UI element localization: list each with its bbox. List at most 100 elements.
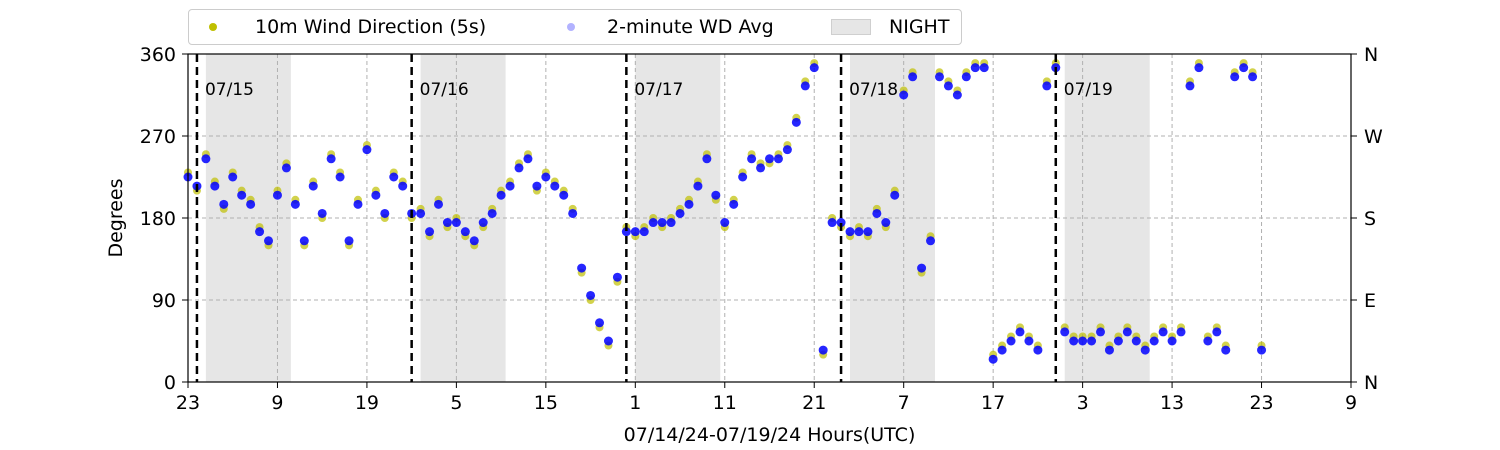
series-1-point-63 [747, 154, 757, 164]
series-1-point-99 [1069, 336, 1079, 346]
series-1-point-82 [917, 263, 927, 273]
series-1-point-120 [1257, 345, 1267, 355]
x-tick-label-6: 11 [713, 392, 737, 414]
series-1-point-72 [827, 218, 837, 228]
x-tick-label-5: 1 [629, 392, 641, 414]
series-1-point-103 [1104, 345, 1114, 355]
y-tick-label-2: 180 [140, 208, 176, 230]
series-1-point-100 [1078, 336, 1088, 346]
y-right-tick-label-1: E [1364, 290, 1376, 312]
series-1-point-116 [1221, 345, 1231, 355]
series-1-point-52 [648, 218, 658, 228]
day-marker-label-2: 07/17 [634, 80, 683, 100]
x-tick-label-2: 19 [355, 392, 379, 414]
series-1-point-67 [782, 145, 792, 155]
series-1-point-62 [738, 172, 748, 182]
legend-marker-wind-direction [209, 23, 217, 31]
series-1-point-110 [1167, 336, 1177, 346]
legend-item-wd-avg: 2-minute WD Avg [567, 16, 774, 38]
y-right-tick-label-0: N [1364, 372, 1378, 394]
night-span-0 [205, 54, 291, 382]
series-1-point-40 [541, 172, 551, 182]
series-1-point-26 [416, 208, 426, 218]
series-1-point-73 [836, 218, 846, 228]
series-1-point-86 [952, 90, 962, 100]
series-1-point-70 [809, 63, 819, 73]
series-1-point-64 [756, 163, 766, 173]
series-1-point-112 [1185, 81, 1195, 91]
series-1-point-2 [201, 154, 211, 164]
series-1-point-5 [228, 172, 238, 182]
y-tick-label-1: 90 [152, 290, 176, 312]
series-1-point-17 [335, 172, 345, 182]
y-tick-label-0: 0 [164, 372, 176, 394]
series-1-point-39 [532, 181, 542, 191]
series-1-point-37 [514, 163, 524, 173]
series-1-point-106 [1131, 336, 1141, 346]
x-tick-label-13: 9 [1345, 392, 1357, 414]
series-1-point-23 [389, 172, 399, 182]
series-1-point-36 [505, 181, 515, 191]
series-1-point-21 [371, 190, 381, 200]
series-1-point-104 [1113, 336, 1123, 346]
series-1-point-46 [595, 318, 605, 328]
series-1-point-94 [1024, 336, 1034, 346]
series-1-point-4 [219, 199, 229, 209]
series-1-point-14 [308, 181, 318, 191]
x-tick-label-7: 21 [802, 392, 826, 414]
x-tick-label-10: 3 [1077, 392, 1089, 414]
day-marker-label-1: 07/16 [420, 80, 469, 100]
series-1-point-113 [1194, 63, 1204, 73]
series-1-point-10 [272, 190, 282, 200]
series-1-point-27 [425, 227, 435, 237]
series-1-point-81 [908, 72, 918, 82]
y-tick-label-4: 360 [140, 44, 176, 66]
series-1-point-119 [1248, 72, 1258, 82]
series-1-point-50 [630, 227, 640, 237]
series-1-point-109 [1158, 327, 1168, 337]
series-1-point-101 [1087, 336, 1097, 346]
legend-patch-night [831, 19, 871, 35]
series-1-point-61 [729, 199, 739, 209]
y-right-tick-label-2: S [1364, 208, 1376, 230]
series-1-point-55 [675, 208, 685, 218]
series-1-point-65 [765, 154, 774, 164]
series-1-point-71 [818, 345, 828, 355]
legend-label-night: NIGHT [889, 16, 950, 38]
series-1-point-35 [496, 190, 506, 200]
series-1-point-80 [899, 90, 909, 100]
series-1 [183, 63, 1267, 364]
series-1-point-33 [478, 218, 488, 228]
series-1-point-6 [237, 190, 247, 200]
x-axis-label: 07/14/24-07/19/24 Hours(UTC) [624, 424, 916, 446]
series-1-point-15 [317, 208, 327, 218]
series-1-point-16 [326, 154, 336, 164]
x-tick-label-12: 23 [1249, 392, 1273, 414]
series-1-point-45 [586, 290, 596, 300]
series-1-point-12 [290, 199, 300, 209]
series-1-point-58 [702, 154, 712, 164]
series-1-point-85 [943, 81, 953, 91]
series-1-point-13 [299, 236, 309, 246]
y-axis-label: Degrees [105, 178, 127, 257]
day-marker-label-0: 07/15 [205, 80, 254, 100]
legend-label-wind-direction: 10m Wind Direction (5s) [255, 16, 487, 38]
series-1-point-18 [344, 236, 354, 246]
series-1-point-89 [979, 63, 989, 73]
series-1-point-7 [246, 199, 256, 209]
series-1-point-93 [1015, 327, 1025, 337]
series-1-point-91 [997, 345, 1007, 355]
series-1-point-115 [1212, 327, 1222, 337]
series-1-point-41 [550, 181, 560, 191]
y-tick-label-3: 270 [140, 126, 176, 148]
series-1-point-9 [264, 236, 274, 246]
series-1-point-28 [433, 199, 443, 209]
series-1-point-31 [460, 227, 470, 237]
series-1-point-44 [577, 263, 587, 273]
series-1-point-34 [487, 208, 497, 218]
series-1-point-83 [926, 236, 936, 246]
legend-item-night: NIGHT [831, 16, 949, 38]
series-1-point-3 [210, 181, 220, 191]
legend-label-wd-avg: 2-minute WD Avg [607, 16, 774, 38]
series-1-point-48 [612, 272, 622, 282]
